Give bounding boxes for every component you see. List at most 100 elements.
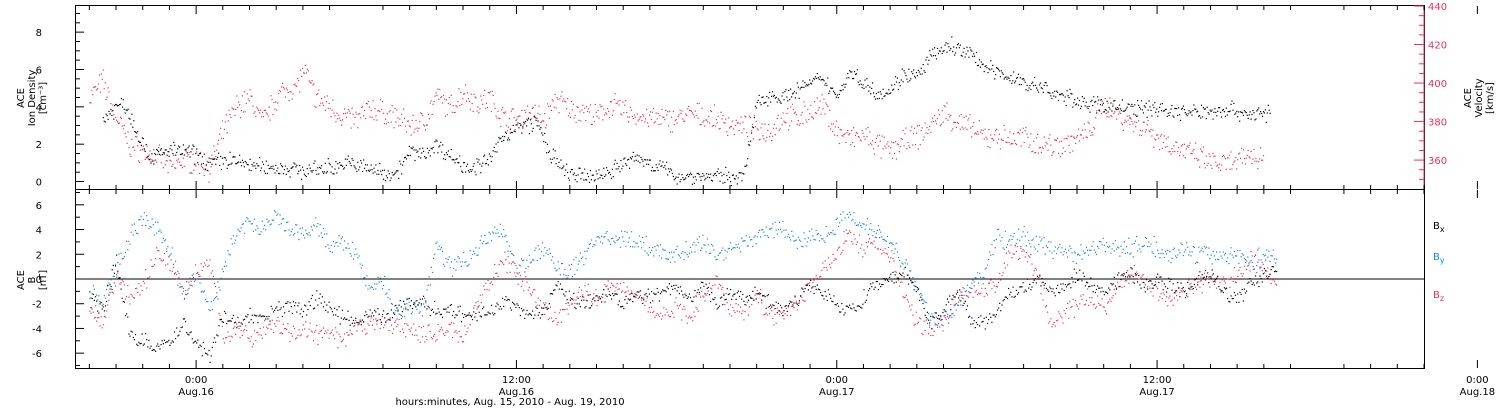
by-point <box>391 303 394 305</box>
bz-point <box>678 305 680 307</box>
velocity-point <box>656 118 658 120</box>
velocity-point <box>413 131 415 133</box>
bz-point <box>364 328 366 330</box>
density-point <box>679 181 681 183</box>
velocity-point <box>319 105 321 107</box>
density-point <box>110 108 112 111</box>
density-point <box>271 167 273 170</box>
by-point <box>528 254 530 256</box>
bz-point <box>1065 307 1068 309</box>
bz-point <box>510 263 513 265</box>
bz-point <box>840 253 842 255</box>
velocity-point <box>442 102 444 104</box>
bx-point <box>352 319 355 322</box>
by-point <box>209 310 211 312</box>
density-point <box>266 172 268 175</box>
bz-point <box>996 286 999 288</box>
density-point <box>950 48 952 50</box>
velocity-point <box>396 109 398 111</box>
bx-point <box>269 320 271 322</box>
density-point <box>957 43 959 45</box>
bz-point <box>874 246 876 248</box>
velocity-point <box>932 117 934 119</box>
bz-point <box>170 259 172 261</box>
by-point <box>308 232 310 234</box>
density-point <box>1012 80 1014 82</box>
density-point <box>624 157 626 159</box>
bx-point <box>103 310 105 312</box>
density-point <box>141 137 143 139</box>
density-point <box>1057 91 1059 93</box>
density-point <box>651 166 653 168</box>
bx-point <box>289 302 291 304</box>
bx-point <box>421 298 424 300</box>
density-point <box>1046 85 1048 87</box>
by-point <box>965 290 967 292</box>
density-point <box>105 113 107 115</box>
density-point <box>379 163 381 165</box>
density-point <box>122 99 124 101</box>
velocity-point <box>623 112 625 114</box>
bz-point <box>952 299 954 301</box>
velocity-point <box>545 127 547 129</box>
by-point <box>543 255 545 257</box>
by-point <box>1117 246 1119 248</box>
bz-point <box>971 288 973 290</box>
by-point <box>206 300 208 303</box>
density-point <box>1105 109 1107 111</box>
velocity-point <box>876 135 878 137</box>
by-point <box>1101 243 1103 246</box>
density-point <box>886 92 888 94</box>
velocity-point <box>485 102 488 104</box>
bx-point <box>131 331 133 333</box>
bz-point <box>1095 306 1098 308</box>
velocity-point <box>1065 137 1067 140</box>
velocity-point <box>452 105 454 107</box>
velocity-point <box>1114 111 1116 113</box>
velocity-point <box>1203 162 1205 164</box>
by-point <box>623 240 625 242</box>
density-point <box>1110 102 1112 104</box>
by-point <box>388 289 390 291</box>
bz-point <box>988 282 990 284</box>
velocity-point <box>1073 136 1075 138</box>
density-point <box>403 157 406 159</box>
bz-point <box>921 332 923 334</box>
density-point <box>1073 102 1075 104</box>
by-point <box>788 237 791 239</box>
by-point <box>451 275 454 277</box>
by-point <box>327 244 329 246</box>
by-point <box>443 263 445 265</box>
density-point <box>703 175 705 177</box>
by-point <box>533 259 535 261</box>
bz-point <box>492 283 494 285</box>
by-point <box>1053 250 1055 252</box>
density-point <box>357 161 359 163</box>
density-point <box>825 82 827 84</box>
bz-point <box>1258 259 1260 261</box>
bz-point <box>624 292 626 294</box>
by-point <box>905 259 907 261</box>
density-point <box>300 169 302 171</box>
velocity-point <box>968 117 970 119</box>
density-point <box>728 171 730 173</box>
density-point <box>1101 104 1103 106</box>
density-point <box>823 80 825 82</box>
velocity-point <box>168 151 170 153</box>
bz-point <box>342 338 345 340</box>
velocity-point <box>1241 162 1244 164</box>
bz-point <box>132 297 134 299</box>
velocity-point <box>784 121 786 124</box>
by-point <box>614 242 616 244</box>
bz-point <box>856 241 858 243</box>
density-point <box>412 146 414 148</box>
bx-point <box>195 340 197 342</box>
by-point <box>1220 255 1222 257</box>
velocity-point <box>734 124 736 126</box>
velocity-point <box>1076 136 1078 138</box>
by-point <box>431 271 434 273</box>
density-point <box>376 173 378 175</box>
density-point <box>268 168 270 170</box>
density-point <box>1011 82 1013 84</box>
velocity-point <box>675 119 677 121</box>
